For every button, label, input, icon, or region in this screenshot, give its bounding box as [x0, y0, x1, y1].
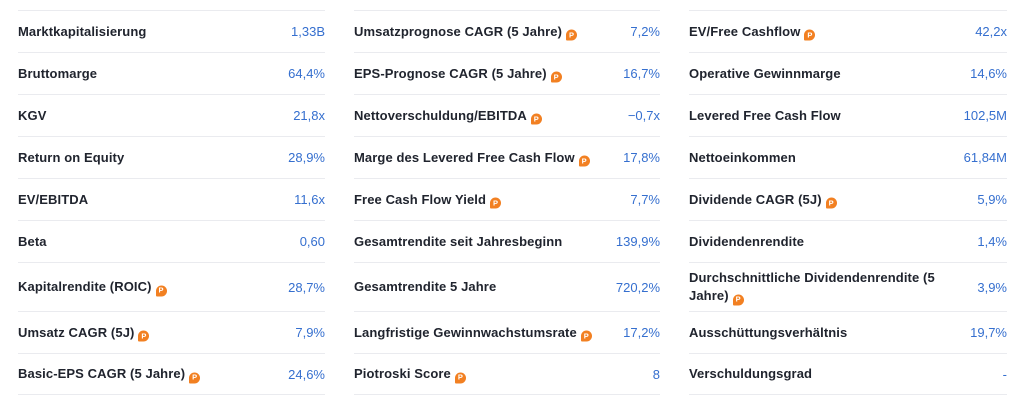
metrics-column-left: Marktkapitalisierung 1,33B Bruttomarge 64,4…	[18, 10, 325, 395]
table-row: Marge des Levered Free Cash Flow P 17,8%	[354, 136, 660, 178]
metric-label: Operative Gewinnmarge	[689, 65, 841, 81]
metric-label: Free Cash Flow Yield P	[354, 191, 513, 209]
table-row: Operative Gewinnmarge 14,6%	[689, 52, 1007, 94]
financial-metrics-table: Marktkapitalisierung 1,33B Bruttomarge 64,4…	[18, 10, 1007, 395]
metric-label: Marktkapitalisierung	[18, 23, 147, 39]
pro-badge-icon[interactable]: P	[578, 155, 590, 167]
table-row: Durchschnittliche Dividendenrendite (5 J…	[689, 262, 1007, 311]
metric-value: 61,84M	[963, 150, 1007, 165]
metric-label: EV/Free Cashflow P	[689, 23, 827, 41]
metric-value: 17,2%	[623, 325, 660, 340]
metric-label: Nettoverschuldung/EBITDA P	[354, 107, 554, 125]
pro-badge-icon[interactable]: P	[804, 29, 816, 41]
table-row: Gesamtrendite seit Jahresbeginn 139,9%	[354, 220, 660, 262]
table-row: Beta 0,60	[18, 220, 325, 262]
table-row: Umsatzprognose CAGR (5 Jahre) P 7,2%	[354, 10, 660, 52]
metric-label: EPS-Prognose CAGR (5 Jahre) P	[354, 65, 574, 83]
metric-label: Dividendenrendite	[689, 233, 805, 249]
table-row: Dividendenrendite 1,4%	[689, 220, 1007, 262]
pro-badge-icon[interactable]: P	[732, 294, 744, 306]
metric-label: Return on Equity	[18, 149, 125, 165]
metric-label: Umsatz CAGR (5J) P	[18, 324, 161, 342]
metric-value: 720,2%	[615, 279, 660, 295]
pro-badge-icon[interactable]: P	[550, 71, 562, 83]
table-row: Piotroski Score P 8	[354, 353, 660, 395]
metric-value: -	[1002, 366, 1007, 382]
metric-label: Basic-EPS CAGR (5 Jahre) P	[18, 365, 212, 384]
metric-value: 1,33B	[291, 24, 325, 39]
metric-label: Dividende CAGR (5J) P	[689, 191, 849, 209]
table-row: Marktkapitalisierung 1,33B	[18, 10, 325, 52]
metric-value: 139,9%	[615, 234, 660, 249]
table-row: KGV 21,8x	[18, 94, 325, 136]
metric-value: 7,2%	[630, 24, 660, 39]
table-row: Levered Free Cash Flow 102,5M	[689, 94, 1007, 136]
pro-badge-icon[interactable]: P	[189, 372, 201, 384]
table-row: EV/Free Cashflow P 42,2x	[689, 10, 1007, 52]
metric-value: 64,4%	[288, 66, 325, 81]
pro-badge-icon[interactable]: P	[138, 330, 150, 342]
metric-value: 16,7%	[623, 66, 660, 81]
table-row: Basic-EPS CAGR (5 Jahre) P 24,6%	[18, 353, 325, 395]
metric-label: Piotroski Score P	[354, 365, 478, 384]
table-row: Kapitalrendite (ROIC) P 28,7%	[18, 262, 325, 311]
table-row: Umsatz CAGR (5J) P 7,9%	[18, 311, 325, 353]
metric-value: 42,2x	[975, 24, 1007, 39]
metric-value: 11,6x	[294, 192, 325, 207]
pro-badge-icon[interactable]: P	[825, 197, 837, 209]
metric-label: Marge des Levered Free Cash Flow P	[354, 149, 602, 167]
metric-value: 102,5M	[963, 108, 1007, 123]
metric-value: 7,7%	[630, 192, 660, 207]
metrics-column-right: EV/Free Cashflow P 42,2x Operative Gewinnma…	[689, 10, 1007, 395]
metric-label: Gesamtrendite 5 Jahre	[354, 279, 497, 295]
metric-value: 14,6%	[970, 66, 1007, 81]
metric-label: Ausschüttungsverhältnis	[689, 324, 848, 340]
table-row: Nettoverschuldung/EBITDA P −0,7x	[354, 94, 660, 136]
metric-value: −0,7x	[627, 108, 660, 123]
metrics-column-middle: Umsatzprognose CAGR (5 Jahre) P 7,2% EPS-Pr…	[354, 10, 660, 395]
metric-value: 28,9%	[288, 150, 325, 165]
pro-badge-icon[interactable]: P	[580, 330, 592, 342]
metric-value: 7,9%	[295, 325, 325, 340]
pro-badge-icon[interactable]: P	[566, 29, 578, 41]
metric-label: Nettoeinkommen	[689, 149, 796, 165]
metric-label: Durchschnittliche Dividendenrendite (5 J…	[689, 270, 935, 306]
table-row: EPS-Prognose CAGR (5 Jahre) P 16,7%	[354, 52, 660, 94]
table-row: Verschuldungsgrad -	[689, 353, 1007, 395]
table-row: Free Cash Flow Yield P 7,7%	[354, 178, 660, 220]
metric-label: Langfristige Gewinnwachstumsrate P	[354, 324, 604, 342]
table-row: Gesamtrendite 5 Jahre 720,2%	[354, 262, 660, 311]
metric-label: EV/EBITDA	[18, 191, 89, 207]
metric-value: 21,8x	[293, 108, 325, 123]
table-row: Dividende CAGR (5J) P 5,9%	[689, 178, 1007, 220]
metric-value: 8	[652, 366, 660, 382]
table-row: Bruttomarge 64,4%	[18, 52, 325, 94]
table-row: Return on Equity 28,9%	[18, 136, 325, 178]
metric-value: 17,8%	[623, 150, 660, 165]
table-row: Ausschüttungsverhältnis 19,7%	[689, 311, 1007, 353]
metric-label: Kapitalrendite (ROIC) P	[18, 278, 179, 297]
metric-label: Gesamtrendite seit Jahresbeginn	[354, 233, 563, 249]
metric-value: 24,6%	[288, 366, 325, 382]
pro-badge-icon[interactable]: P	[530, 113, 542, 125]
metric-value: 5,9%	[977, 192, 1007, 207]
pro-badge-icon[interactable]: P	[155, 285, 167, 297]
table-row: Nettoeinkommen 61,84M	[689, 136, 1007, 178]
metric-label: Beta	[18, 233, 47, 249]
metric-label: Levered Free Cash Flow	[689, 107, 841, 123]
metric-label: Bruttomarge	[18, 65, 98, 81]
metric-label: KGV	[18, 107, 47, 123]
table-row: EV/EBITDA 11,6x	[18, 178, 325, 220]
metric-label: Verschuldungsgrad	[689, 366, 813, 382]
metric-value: 1,4%	[977, 234, 1007, 249]
pro-badge-icon[interactable]: P	[490, 197, 502, 209]
metric-value: 28,7%	[288, 279, 325, 295]
metric-label: Umsatzprognose CAGR (5 Jahre) P	[354, 23, 589, 41]
pro-badge-icon[interactable]: P	[454, 372, 466, 384]
metric-value: 3,9%	[977, 279, 1007, 295]
metric-value: 19,7%	[970, 325, 1007, 340]
table-row: Langfristige Gewinnwachstumsrate P 17,2%	[354, 311, 660, 353]
metric-value: 0,60	[299, 234, 325, 249]
